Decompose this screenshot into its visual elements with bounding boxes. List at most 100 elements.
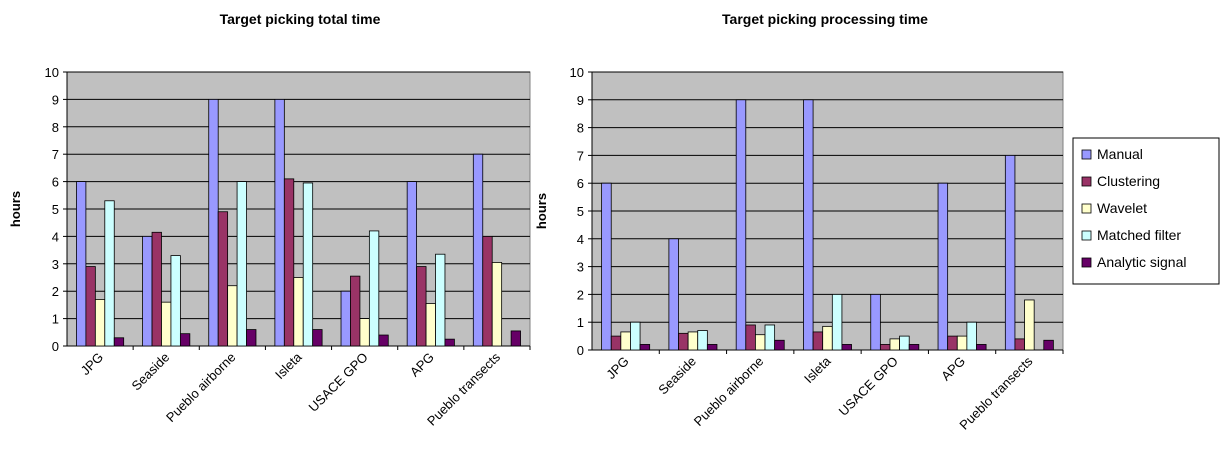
y-tick-label: 5: [52, 202, 59, 217]
legend-swatch-clustering: [1081, 176, 1092, 187]
x-tick-label: JPG: [603, 354, 631, 382]
y-tick-label: 10: [570, 65, 584, 80]
bar-matched-filter-usace-gpo: [899, 335, 910, 351]
bar-clustering-apg: [947, 335, 958, 351]
bar-matched-filter-pueblo-airborne: [764, 324, 776, 351]
y-tick-label: 7: [52, 147, 59, 162]
bar-analytic-signal-seaside: [179, 333, 191, 347]
bar-clustering-seaside: [151, 231, 162, 347]
bar-matched-filter-seaside: [697, 330, 708, 351]
x-tick-label: JPG: [78, 350, 106, 378]
x-tick-label: USACE GPO: [306, 350, 371, 415]
y-tick-label: 9: [577, 93, 584, 108]
legend-box: [1072, 137, 1220, 285]
chart-processing-time: Target picking processing time 0 1 2 3 4 5 6 7 8 9…: [534, 11, 1064, 433]
legend-label-analytic-signal: Analytic signal: [1097, 254, 1187, 270]
bar-wavelet-pueblo-airborne: [755, 334, 766, 351]
bar-clustering-usace-gpo: [350, 275, 361, 347]
bar-analytic-signal-isleta: [312, 329, 323, 347]
bar-manual-isleta: [274, 99, 285, 347]
bar-manual-seaside: [668, 238, 679, 351]
x-tick-label: Pueblo transects: [956, 353, 1035, 432]
bar-analytic-signal-apg: [444, 338, 455, 347]
bar-clustering-pueblo-airborne: [745, 324, 756, 351]
bar-wavelet-seaside: [161, 301, 172, 347]
bar-clustering-seaside: [678, 332, 689, 351]
bar-clustering-isleta: [812, 331, 824, 351]
bar-analytic-signal-jpg: [639, 344, 651, 351]
bar-wavelet-pueblo-airborne: [227, 285, 238, 347]
x-tick-label: Isleta: [801, 353, 834, 386]
bar-manual-jpg: [76, 181, 87, 347]
bar-manual-seaside: [142, 235, 153, 347]
bar-clustering-jpg: [610, 335, 622, 351]
bar-manual-usace-gpo: [340, 290, 351, 347]
legend-label-clustering: Clustering: [1097, 173, 1160, 189]
bar-clustering-pueblo-airborne: [217, 211, 229, 347]
y-tick-label: 4: [52, 229, 59, 244]
y-tick-label: 1: [52, 312, 59, 327]
bar-matched-filter-jpg: [630, 321, 641, 351]
chart-title: Target picking total time: [220, 11, 381, 27]
x-tick-label: APG: [407, 350, 437, 380]
legend-label-wavelet: Wavelet: [1097, 200, 1147, 216]
chart-title: Target picking processing time: [722, 11, 928, 27]
bar-clustering-pueblo-transects: [482, 235, 493, 347]
y-tick-label: 3: [52, 257, 59, 272]
bar-manual-apg: [406, 181, 418, 347]
y-tick-label: 6: [52, 175, 59, 190]
bar-manual-pueblo-transects: [1004, 154, 1016, 351]
y-tick-label: 2: [577, 287, 584, 302]
bar-clustering-usace-gpo: [879, 344, 891, 351]
bar-analytic-signal-pueblo-airborne: [246, 329, 257, 347]
bar-wavelet-isleta: [822, 325, 833, 351]
bar-analytic-signal-pueblo-transects: [1043, 339, 1054, 351]
bar-matched-filter-apg: [966, 321, 977, 351]
legend: Manual Clustering Wavelet Matched filter Ana…: [1072, 137, 1220, 285]
y-tick-label: 3: [577, 260, 584, 275]
y-tick-label: 8: [577, 121, 584, 136]
legend-swatch-analytic-signal: [1081, 257, 1092, 268]
bar-clustering-isleta: [283, 178, 295, 347]
bar-manual-jpg: [601, 182, 612, 351]
x-tick-label: Isleta: [272, 349, 305, 382]
bar-wavelet-usace-gpo: [889, 338, 900, 351]
bar-clustering-pueblo-transects: [1014, 338, 1025, 351]
x-tick-label: USACE GPO: [836, 354, 901, 419]
x-tick-label: Pueblo airborne: [163, 350, 239, 426]
y-tick-label: 1: [577, 315, 584, 330]
bar-manual-apg: [937, 182, 949, 351]
y-tick-label: 0: [52, 339, 59, 354]
bar-wavelet-usace-gpo: [359, 318, 370, 347]
x-tick-label: Seaside: [129, 350, 173, 394]
legend-label-matched-filter: Matched filter: [1097, 227, 1181, 243]
y-axis-label: hours: [534, 193, 549, 229]
bar-matched-filter-isleta: [831, 293, 843, 351]
bar-matched-filter-isleta: [302, 182, 314, 347]
bar-wavelet-apg: [956, 335, 968, 351]
x-tick-label: Pueblo airborne: [691, 354, 767, 430]
bar-analytic-signal-isleta: [841, 344, 852, 351]
y-tick-label: 0: [577, 343, 584, 358]
y-tick-label: 6: [577, 176, 584, 191]
bar-manual-pueblo-airborne: [735, 99, 747, 351]
bar-matched-filter-jpg: [104, 200, 115, 347]
legend-swatch-manual: [1081, 149, 1092, 160]
x-tick-label: APG: [938, 354, 968, 384]
bar-clustering-apg: [416, 266, 427, 347]
bar-analytic-signal-usace-gpo: [378, 334, 389, 347]
y-tick-label: 8: [52, 120, 59, 135]
legend-swatch-matched-filter: [1081, 230, 1092, 241]
bar-analytic-signal-pueblo-transects: [510, 330, 521, 347]
bar-manual-isleta: [803, 99, 814, 351]
bar-manual-pueblo-transects: [472, 153, 484, 347]
bar-matched-filter-pueblo-airborne: [236, 181, 247, 347]
bar-manual-usace-gpo: [870, 293, 881, 351]
bar-wavelet-jpg: [620, 331, 631, 351]
chart-total-time: Target picking total time 0 1 2 3 4 5 6 7 8 9 10 hou…: [8, 11, 531, 429]
bar-analytic-signal-pueblo-airborne: [774, 339, 785, 351]
bar-wavelet-isleta: [293, 277, 304, 347]
bar-wavelet-pueblo-transects: [491, 262, 503, 347]
bar-matched-filter-seaside: [170, 255, 181, 347]
